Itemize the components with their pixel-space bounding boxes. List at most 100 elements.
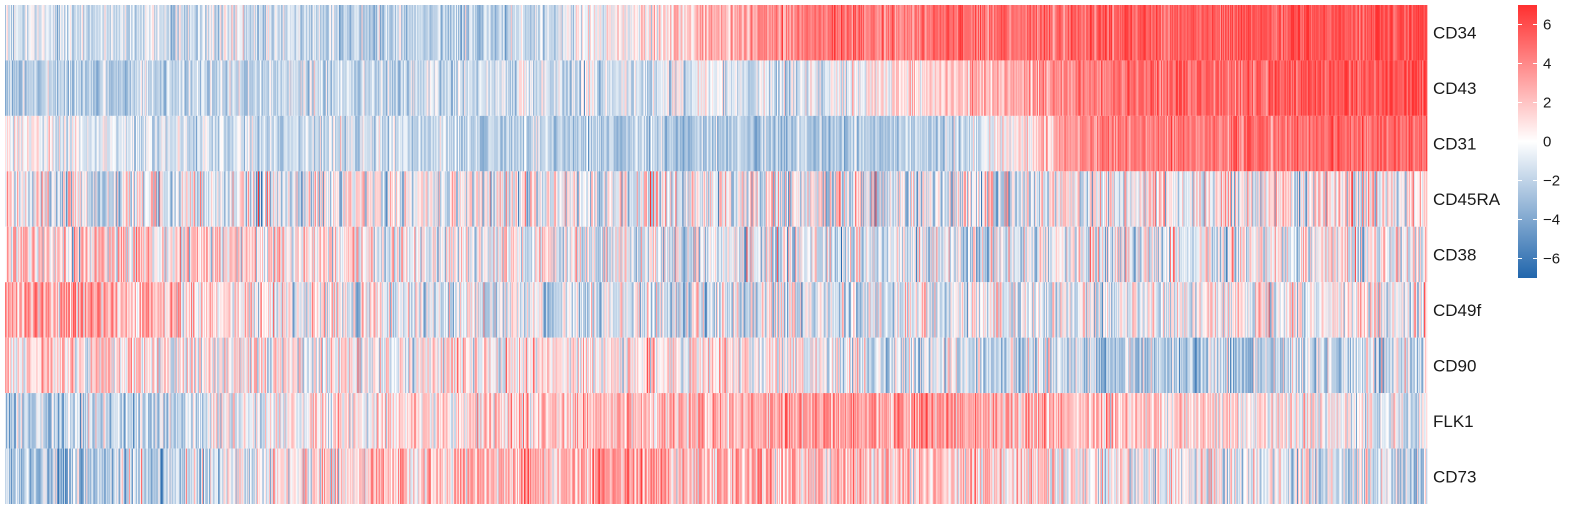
heatmap-cell xyxy=(117,115,120,172)
heatmap-cell xyxy=(806,5,808,61)
heatmap-cell xyxy=(1133,5,1135,61)
heatmap-cell xyxy=(897,5,900,61)
heatmap-cell xyxy=(1378,115,1380,172)
heatmap-cell xyxy=(854,115,856,172)
heatmap-cell xyxy=(400,5,402,61)
heatmap-cell xyxy=(1009,115,1011,172)
heatmap-cell xyxy=(119,5,122,61)
heatmap-cell xyxy=(758,5,761,61)
heatmap-cell xyxy=(372,60,375,116)
heatmap-cell xyxy=(591,5,593,61)
heatmap-cell xyxy=(891,60,894,116)
heatmap-cell xyxy=(577,115,580,172)
heatmap-cell xyxy=(706,115,709,172)
heatmap-cell xyxy=(898,60,901,116)
heatmap-cell xyxy=(904,60,907,116)
heatmap-cell xyxy=(253,5,256,61)
heatmap-cell xyxy=(797,115,799,172)
heatmap-cell xyxy=(1164,60,1167,116)
heatmap-cell xyxy=(1207,60,1209,116)
heatmap-cell xyxy=(37,5,39,61)
heatmap-cell xyxy=(1074,5,1076,61)
heatmap-cell xyxy=(783,5,785,61)
heatmap-cell xyxy=(1384,5,1386,61)
heatmap-cell xyxy=(1137,5,1139,61)
heatmap-cell xyxy=(585,171,588,227)
heatmap-cell xyxy=(553,60,555,116)
heatmap-cell xyxy=(374,60,377,116)
heatmap-cell xyxy=(208,115,210,172)
heatmap-cell xyxy=(957,60,960,116)
heatmap-cell xyxy=(476,115,478,172)
heatmap-cell xyxy=(438,60,441,116)
heatmap-cell xyxy=(60,171,63,227)
heatmap-cell xyxy=(540,60,542,116)
heatmap-cell xyxy=(324,115,327,172)
heatmap-cell xyxy=(1305,115,1307,172)
heatmap-cell xyxy=(71,60,73,116)
heatmap-cell xyxy=(1309,60,1311,116)
heatmap-cell xyxy=(1045,115,1047,172)
heatmap-cell xyxy=(210,5,212,61)
heatmap-cell xyxy=(431,5,433,61)
heatmap-cell xyxy=(415,115,417,172)
heatmap-cell xyxy=(92,60,94,116)
heatmap-cell xyxy=(272,115,274,172)
heatmap-cell xyxy=(940,60,942,116)
heatmap-cell xyxy=(390,60,393,116)
heatmap-cell xyxy=(1292,115,1295,172)
heatmap-cell xyxy=(201,171,203,227)
heatmap-cell xyxy=(1129,5,1131,61)
heatmap-cell xyxy=(523,115,525,172)
heatmap-cell xyxy=(1386,115,1388,172)
heatmap-cell xyxy=(187,115,190,172)
heatmap-cell xyxy=(1136,115,1138,172)
heatmap-cell xyxy=(449,60,452,116)
heatmap-cell xyxy=(1106,60,1108,116)
heatmap-cell xyxy=(559,60,561,116)
heatmap-cell xyxy=(294,60,296,116)
heatmap-cell xyxy=(1327,60,1329,116)
heatmap-cell xyxy=(1305,5,1307,61)
heatmap-cell xyxy=(1354,60,1357,116)
heatmap-cell xyxy=(623,5,625,61)
heatmap-cell xyxy=(950,115,952,172)
heatmap-cell xyxy=(831,5,834,61)
heatmap-cell xyxy=(487,115,489,172)
heatmap-cell xyxy=(928,60,930,116)
heatmap-cell xyxy=(1361,60,1364,116)
heatmap-cell xyxy=(305,5,308,61)
heatmap-cell xyxy=(804,115,806,172)
heatmap-cell xyxy=(73,60,75,116)
heatmap-cell xyxy=(1145,60,1148,116)
heatmap-cell xyxy=(1352,115,1355,172)
heatmap-cell xyxy=(605,115,607,172)
heatmap-cell xyxy=(1053,115,1055,172)
heatmap-cell xyxy=(477,171,479,227)
heatmap-cell xyxy=(1250,60,1252,116)
heatmap-cell xyxy=(753,5,755,61)
heatmap-cell xyxy=(140,115,142,172)
heatmap-cell xyxy=(944,60,946,116)
heatmap-cell xyxy=(509,60,512,116)
heatmap-cell xyxy=(12,5,14,61)
heatmap-cell xyxy=(226,5,228,61)
heatmap-cell xyxy=(1028,5,1031,61)
heatmap-cell xyxy=(412,115,414,172)
heatmap-cell xyxy=(801,5,803,61)
heatmap-cell xyxy=(743,60,745,116)
heatmap-cell xyxy=(635,115,638,172)
heatmap-cell xyxy=(746,171,748,227)
heatmap-cell xyxy=(1047,5,1049,61)
heatmap-cell xyxy=(391,5,394,61)
heatmap-cell xyxy=(753,171,755,227)
heatmap-cell xyxy=(1207,5,1209,61)
heatmap-cell xyxy=(602,171,604,227)
heatmap-cell xyxy=(811,115,813,172)
heatmap-cell xyxy=(1004,60,1006,116)
heatmap-cell xyxy=(105,60,107,116)
heatmap-cell xyxy=(729,5,731,61)
heatmap-cell xyxy=(1251,5,1253,61)
heatmap-cell xyxy=(718,115,720,172)
heatmap-cell xyxy=(323,60,326,116)
